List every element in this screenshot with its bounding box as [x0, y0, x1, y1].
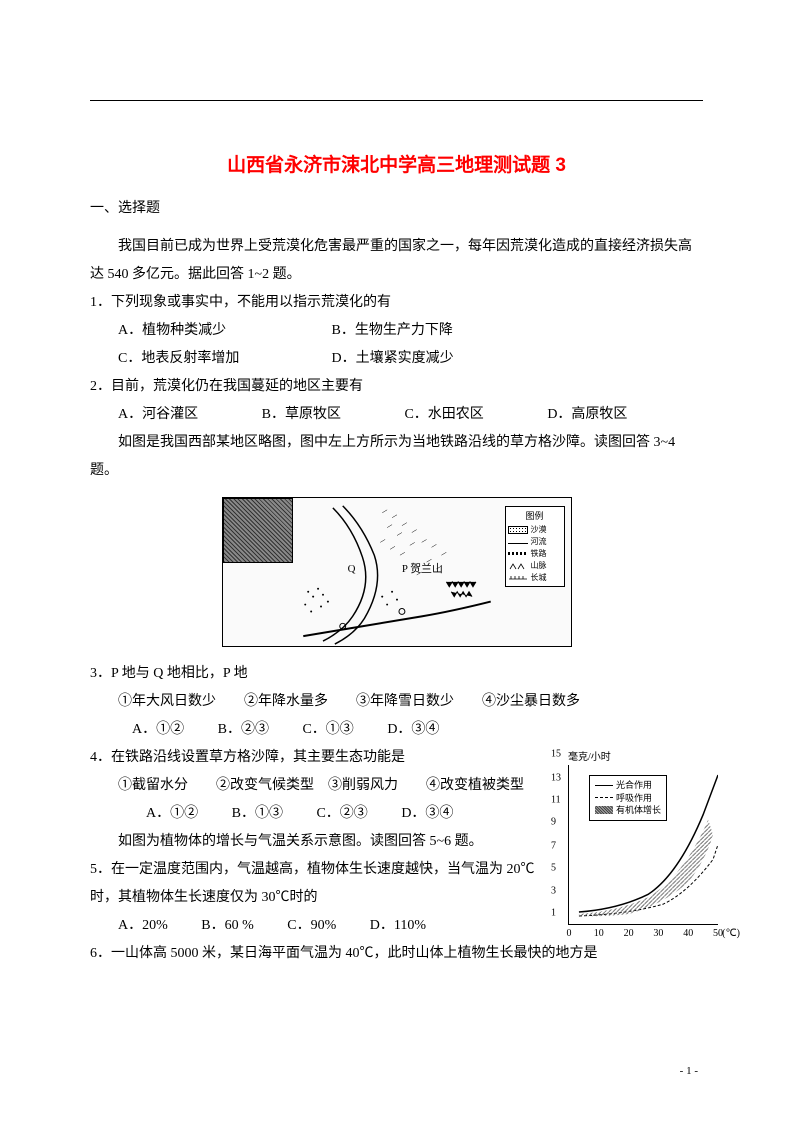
legend-swatch-mountain	[508, 562, 528, 570]
chart-figure: 毫克/小时 光合作用 呼吸作用 有机体增长	[568, 748, 733, 925]
q1-option-b: B．生物生产力下降	[332, 317, 542, 345]
question-3-options: A．①② B．②③ C．①③ D．③④	[90, 716, 703, 744]
ytick: 3	[551, 885, 556, 896]
question-2-stem: 2．目前，荒漠化仍在我国蔓延的地区主要有	[90, 373, 703, 401]
q2-option-b: B．草原牧区	[262, 401, 341, 429]
question-5-options: A．20% B．60 % C．90% D．110%	[90, 912, 540, 940]
map-inset-grid	[223, 498, 293, 563]
top-divider	[90, 100, 703, 101]
q2-option-c: C．水田农区	[404, 401, 483, 429]
question-6-stem: 6．一山体高 5000 米，某日海平面气温为 40℃，此时山体上植物生长最快的地…	[90, 940, 610, 968]
question-3-circles: ①年大风日数少 ②年降水量多 ③年降雪日数少 ④沙尘暴日数多	[90, 688, 703, 716]
ytick: 5	[551, 863, 556, 874]
xtick: 40	[683, 928, 693, 939]
chart-legend-row: 光合作用	[595, 779, 661, 792]
legend-row: 沙漠	[508, 524, 562, 535]
chart-legend-label: 光合作用	[616, 779, 652, 792]
svg-text:Q: Q	[347, 563, 355, 575]
legend-swatch-river	[508, 543, 528, 544]
question-4-circles: ①截留水分 ②改变气候类型 ③削弱风力 ④改变植被类型	[90, 772, 540, 800]
q5-option-d: D．110%	[370, 912, 426, 940]
question-2-options: A．河谷灌区 B．草原牧区 C．水田农区 D．高原牧区	[90, 401, 703, 429]
question-1-options: A．植物种类减少 B．生物生产力下降 C．地表反射率增加 D．土壤紧实度减少	[90, 317, 703, 373]
ytick: 15	[551, 749, 561, 760]
q1-option-d: D．土壤紧实度减少	[332, 345, 542, 373]
map-svg: Q P 贺兰山	[293, 498, 501, 646]
section-heading: 一、选择题	[90, 195, 703, 223]
chart-xunit: (℃)	[722, 928, 740, 939]
q5-option-a: A．20%	[118, 912, 168, 940]
q3-option-c: C．①③	[302, 716, 353, 744]
legend-swatch-railway	[508, 552, 528, 555]
q3-option-a: A．①②	[132, 716, 184, 744]
legend-row: 河流	[508, 536, 562, 547]
q4-option-a: A．①②	[146, 800, 198, 828]
q2-option-a: A．河谷灌区	[118, 401, 198, 429]
legend-swatch-desert	[508, 526, 528, 534]
q3-option-d: D．③④	[387, 716, 439, 744]
q5-option-b: B．60 %	[201, 912, 254, 940]
question-4-stem: 4．在铁路沿线设置草方格沙障，其主要生态功能是	[90, 744, 540, 772]
q4-option-b: B．①③	[232, 800, 283, 828]
q4-option-d: D．③④	[401, 800, 453, 828]
q3-option-b: B．②③	[218, 716, 269, 744]
xtick: 10	[594, 928, 604, 939]
map-intro-paragraph: 如图是我国西部某地区略图，图中左上方所示为当地铁路沿线的草方格沙障。读图回答 3…	[90, 429, 703, 485]
q1-option-a: A．植物种类减少	[118, 317, 328, 345]
ytick: 9	[551, 817, 556, 828]
question-1-stem: 1．下列现象或事实中，不能用以指示荒漠化的有	[90, 289, 703, 317]
document-title: 山西省永济市涑北中学高三地理测试题 3	[90, 150, 703, 177]
ytick: 11	[551, 795, 561, 806]
legend-label: 铁路	[531, 548, 547, 559]
legend-label: 山脉	[531, 560, 547, 571]
legend-label: 长城	[531, 572, 547, 583]
chart-legend: 光合作用 呼吸作用 有机体增长	[589, 775, 667, 821]
q5-option-c: C．90%	[287, 912, 336, 940]
map-box: Q P 贺兰山 图例 沙漠 河流 铁路	[222, 497, 572, 647]
legend-row: 铁路	[508, 548, 562, 559]
legend-fill	[595, 806, 613, 814]
chart-ylabel: 毫克/小时	[568, 748, 733, 763]
chart-legend-label: 呼吸作用	[616, 792, 652, 805]
question-3-stem: 3．P 地与 Q 地相比，P 地	[90, 660, 703, 688]
ytick: 1	[551, 908, 556, 919]
intro-paragraph: 我国目前已成为世界上受荒漠化危害最严重的国家之一，每年因荒漠化造成的直接经济损失…	[90, 233, 703, 289]
svg-text:P 贺兰山: P 贺兰山	[401, 562, 442, 575]
legend-label: 沙漠	[531, 524, 547, 535]
xtick: 0	[567, 928, 572, 939]
chart-box: 光合作用 呼吸作用 有机体增长 1 3 5 7 9 11 13 15 0 10 …	[568, 765, 718, 925]
ytick: 7	[551, 841, 556, 852]
legend-line-solid	[595, 785, 613, 786]
chart-legend-row: 呼吸作用	[595, 792, 661, 805]
legend-row: 长城	[508, 572, 562, 583]
legend-line-dashed	[595, 797, 613, 798]
legend-label: 河流	[531, 536, 547, 547]
legend-row: 山脉	[508, 560, 562, 571]
map-figure: Q P 贺兰山 图例 沙漠 河流 铁路	[90, 497, 703, 652]
q2-option-d: D．高原牧区	[547, 401, 627, 429]
q4-option-c: C．②③	[316, 800, 367, 828]
map-legend: 图例 沙漠 河流 铁路 山脉	[505, 506, 565, 587]
page-number: - 1 -	[680, 1065, 698, 1077]
legend-title: 图例	[508, 509, 562, 522]
map-main-area: Q P 贺兰山	[293, 498, 501, 646]
chart-legend-label: 有机体增长	[616, 804, 661, 817]
question-4-options: A．①② B．①③ C．②③ D．③④	[90, 800, 540, 828]
xtick: 20	[624, 928, 634, 939]
chart-intro-paragraph: 如图为植物体的增长与气温关系示意图。读图回答 5~6 题。	[90, 828, 540, 856]
xtick: 30	[653, 928, 663, 939]
q1-option-c: C．地表反射率增加	[118, 345, 328, 373]
ytick: 13	[551, 772, 561, 783]
question-5-stem: 5．在一定温度范围内，气温越高，植物体生长速度越快，当气温为 20℃时，其植物体…	[90, 856, 540, 912]
legend-swatch-greatwall	[508, 574, 528, 582]
chart-legend-row: 有机体增长	[595, 804, 661, 817]
